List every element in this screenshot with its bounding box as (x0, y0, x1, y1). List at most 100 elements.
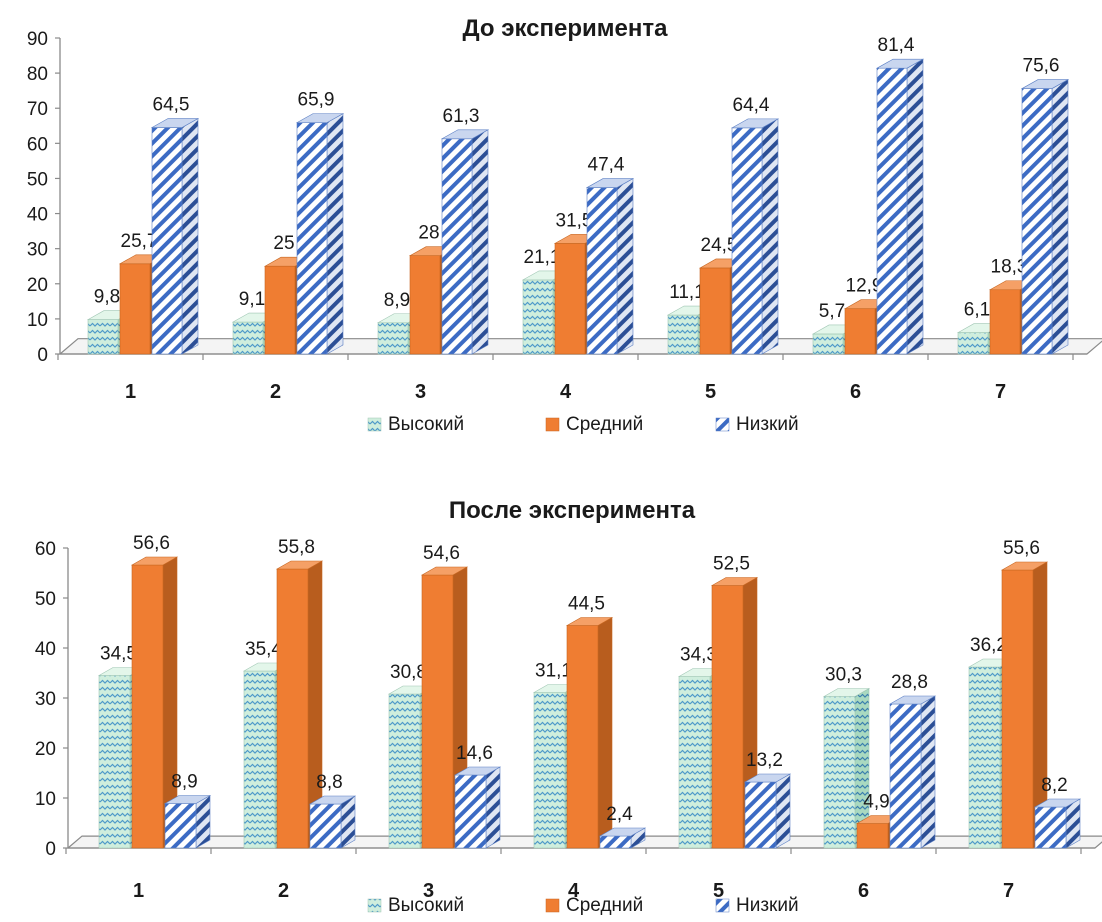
bar-front (856, 823, 889, 849)
bar-front (276, 568, 309, 849)
bar-front (421, 574, 454, 849)
bar-low-4 (585, 178, 635, 355)
bar-front (876, 67, 908, 355)
bar-side (471, 129, 489, 355)
y-tick-label: 30 (35, 689, 56, 710)
data-label: 14,6 (456, 743, 493, 764)
data-label: 64,4 (733, 95, 770, 116)
bar-front (566, 625, 599, 849)
legend-label-low: Низкий (736, 414, 799, 435)
bar-front (823, 696, 856, 849)
y-tick-label: 10 (35, 789, 56, 810)
data-label: 9,8 (94, 287, 120, 308)
bar-front (667, 314, 699, 355)
data-label: 8,9 (171, 772, 197, 793)
category-label: 2 (270, 381, 281, 403)
data-label: 31,5 (556, 210, 593, 231)
y-tick-label: 50 (35, 589, 56, 610)
data-label: 64,5 (153, 95, 190, 116)
chart-after: После эксперимента 0 10 20 30 40 50 60 34,5 56,6 8… (35, 497, 1102, 916)
chart-title: После эксперимента (449, 497, 696, 524)
bar-mid-2 (275, 560, 324, 849)
bar-top (295, 113, 345, 123)
data-label: 8,2 (1041, 775, 1067, 796)
bar-side (326, 113, 344, 355)
bar-front (441, 138, 473, 355)
legend-label-mid: Средний (566, 414, 643, 435)
category-label: 5 (705, 381, 716, 403)
y-tick-label: 10 (27, 310, 48, 331)
bar-front (968, 666, 1001, 849)
bar-top (308, 795, 357, 805)
bar-front (151, 127, 183, 355)
bar-front (699, 267, 731, 355)
y-tick-label: 20 (27, 275, 48, 296)
bar-front (744, 781, 777, 849)
bar-top (150, 118, 200, 128)
y-tick-label: 60 (27, 134, 48, 155)
bar-low-7 (1020, 79, 1070, 355)
data-label: 55,6 (1003, 538, 1040, 559)
data-label: 36,2 (970, 635, 1007, 656)
bar-mid-4 (565, 616, 614, 849)
data-label: 28,8 (891, 672, 928, 693)
data-label: 65,9 (298, 90, 335, 111)
bar-front (87, 319, 119, 355)
category-label: 6 (850, 381, 861, 403)
y-tick-label: 90 (27, 29, 48, 50)
bar-top (888, 695, 937, 705)
legend-swatch-high (367, 898, 382, 913)
bar-front (844, 308, 876, 355)
bar-front (243, 670, 276, 849)
data-label: 28 (418, 223, 439, 244)
bar-low-7 (1033, 798, 1082, 849)
legend-swatch-mid (545, 417, 560, 432)
data-label: 56,6 (133, 533, 170, 554)
bar-low-6 (875, 58, 925, 355)
bar-top (822, 688, 871, 697)
bar-front (522, 279, 554, 355)
bar-side (1065, 798, 1081, 849)
category-label: 7 (1003, 880, 1014, 902)
bar-side (920, 695, 936, 849)
legend-swatch-low (715, 898, 730, 913)
y-tick-label: 80 (27, 64, 48, 85)
bar-top (730, 118, 780, 129)
bar-top (598, 827, 647, 837)
data-label: 8,8 (316, 772, 342, 793)
category-label: 1 (125, 381, 136, 403)
bar-front (309, 803, 342, 849)
y-tick-label: 20 (35, 739, 56, 760)
category-label: 2 (278, 880, 289, 902)
bar-side (775, 773, 791, 849)
data-label: 30,3 (825, 665, 862, 686)
data-label: 8,9 (384, 290, 410, 311)
data-label: 2,4 (606, 804, 633, 825)
bar-mid-7 (1000, 561, 1049, 849)
data-label: 75,6 (1023, 56, 1060, 77)
data-label: 11,1 (669, 282, 705, 303)
bar-front (377, 322, 409, 355)
chart-legend: Высокий Средний Низкий (367, 414, 799, 435)
chart-before: До эксперимента01020304050607080909,825,… (27, 15, 1102, 435)
bar-front (812, 333, 844, 355)
bar-top (420, 566, 469, 576)
bar-top (710, 577, 759, 586)
bar-low-3 (440, 129, 490, 355)
bar-front (989, 289, 1021, 355)
data-label: 44,5 (568, 594, 605, 615)
bar-low-5 (743, 773, 792, 849)
data-label: 30,8 (390, 662, 427, 683)
bar-front (1001, 569, 1034, 849)
data-label: 9,1 (239, 289, 265, 310)
bar-front (388, 693, 421, 849)
bar-side (761, 118, 779, 355)
bar-low-5 (730, 118, 780, 355)
y-tick-label: 30 (27, 240, 48, 261)
bar-top (1020, 79, 1070, 89)
bar-high-6 (822, 687, 871, 849)
bar-front (119, 263, 151, 355)
data-label: 24,5 (701, 235, 738, 256)
data-label: 6,1 (964, 300, 990, 321)
